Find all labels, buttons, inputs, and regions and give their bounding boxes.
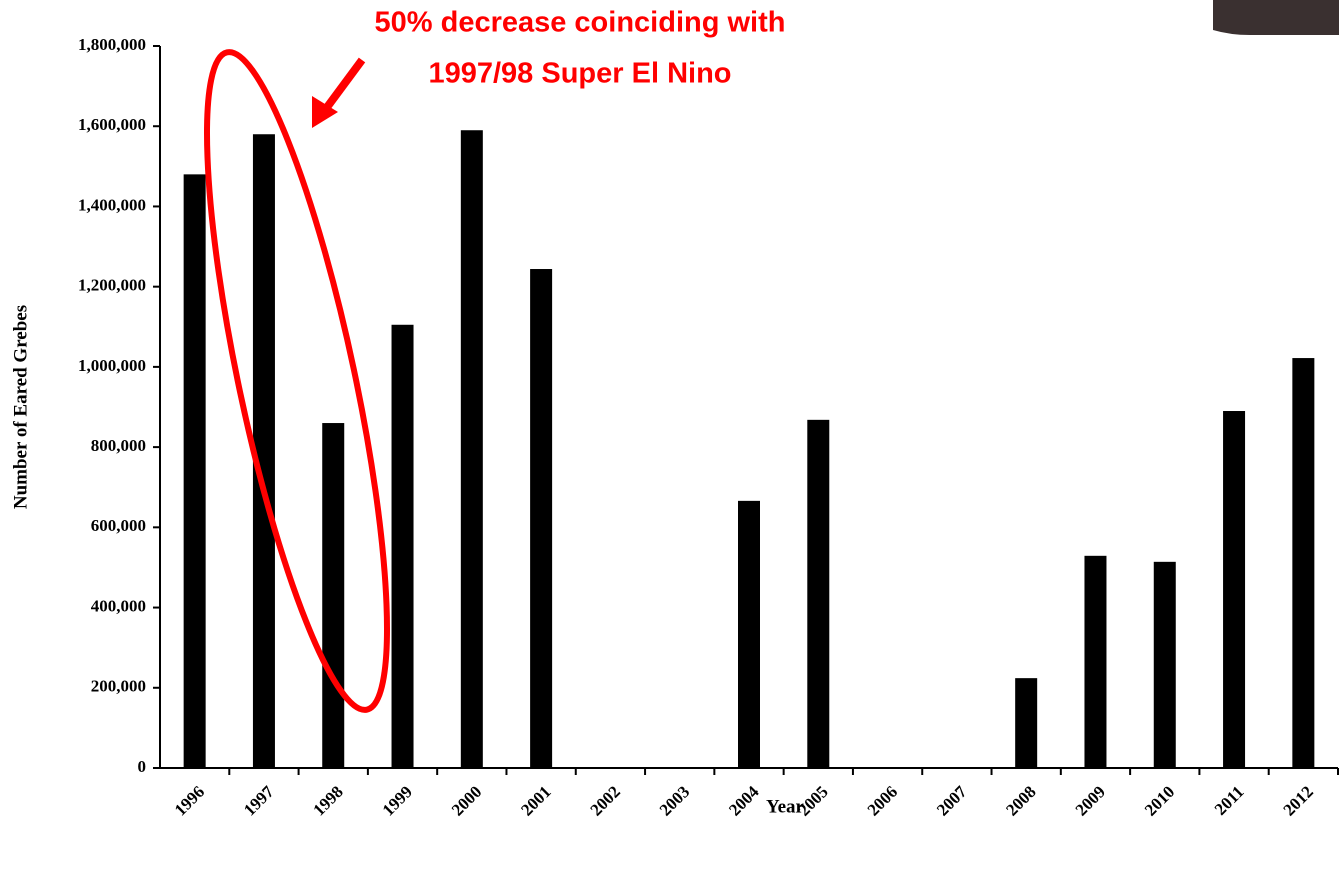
plot: 0 200,000 400,000 600,000 800,000 1,000,000 1,…	[78, 35, 1339, 820]
x-tick-label: 2004	[725, 782, 763, 820]
x-tick-label: 2000	[448, 782, 485, 819]
bar	[1292, 358, 1315, 768]
x-tick-label: 2008	[1002, 782, 1039, 819]
x-tick-label: 2001	[517, 782, 554, 819]
bar	[1223, 411, 1246, 768]
x-tick-label: 2006	[864, 782, 901, 819]
x-tick-label: 1998	[309, 782, 346, 819]
annotation: 1997/98 Super El Nino	[428, 58, 731, 90]
bar	[738, 500, 760, 768]
x-tick-label: 2002	[587, 782, 624, 819]
x-tick-label: 2011	[1211, 782, 1248, 819]
arrow-head	[312, 96, 338, 128]
highlight-ellipse	[204, 49, 390, 713]
photo-corner	[1213, 0, 1339, 35]
y-tick-label: 1,200,000	[78, 276, 146, 295]
y-tick-label: 1,400,000	[78, 195, 146, 214]
arrow-shaft	[321, 57, 366, 113]
bar	[1015, 678, 1038, 768]
x-tick-label: 2003	[656, 782, 693, 819]
bar	[322, 423, 345, 768]
x-tick-label: 1996	[171, 782, 208, 819]
y-tick-label: 400,000	[91, 596, 146, 615]
bar	[530, 269, 553, 768]
y-tick-label: 200,000	[91, 677, 146, 696]
x-tick-label: 1997	[240, 782, 278, 820]
y-tick-label: 1,000,000	[78, 356, 146, 375]
y-tick-label: 1,600,000	[78, 115, 146, 134]
bar	[391, 324, 414, 768]
x-axis-title: Year	[766, 796, 805, 817]
annotation: 50% decrease coinciding with	[375, 7, 786, 39]
x-tick-label: 2012	[1279, 782, 1316, 819]
x-tick-label: 2010	[1141, 782, 1178, 819]
bar	[252, 134, 275, 768]
bar	[807, 419, 830, 768]
bar	[183, 174, 206, 768]
y-tick-label: 0	[138, 757, 147, 776]
y-tick-label: 800,000	[91, 436, 146, 455]
y-axis-title: Number of Eared Grebes	[10, 305, 31, 509]
bar	[460, 130, 483, 768]
bar	[1084, 555, 1107, 768]
x-tick-label: 1999	[379, 782, 416, 819]
x-tick-label: 2007	[933, 782, 971, 820]
bar	[1153, 561, 1176, 768]
y-tick-label: 600,000	[91, 516, 146, 535]
y-tick-label: 1,800,000	[78, 35, 146, 54]
x-tick-label: 2009	[1072, 782, 1109, 819]
